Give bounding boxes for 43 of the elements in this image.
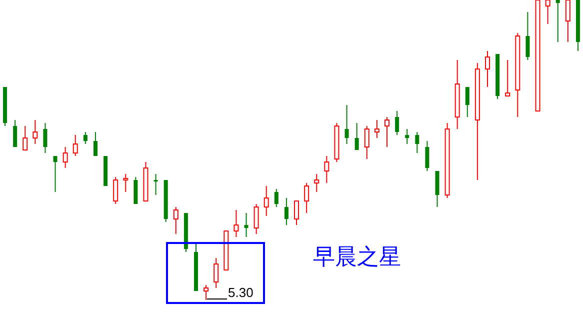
candlestick [244, 212, 248, 238]
candlestick [374, 120, 380, 138]
candlestick [415, 132, 420, 154]
annotation: 5.30 [228, 285, 254, 300]
candlestick [13, 120, 18, 148]
candlestick [556, 0, 560, 42]
candlestick [485, 50, 490, 88]
candlestick [72, 134, 78, 156]
candlestick [62, 146, 68, 168]
candlestick [405, 128, 410, 144]
candlestick [324, 156, 330, 184]
candlestick [204, 284, 209, 300]
candlestick [134, 176, 138, 204]
candlestick [264, 186, 269, 216]
candlestick [123, 174, 128, 192]
candlestick [354, 122, 359, 150]
candlestick [113, 176, 118, 204]
annotation: 早晨之星 [313, 245, 401, 270]
candlestick [364, 126, 370, 160]
candlestick [465, 86, 470, 118]
candlestick [43, 122, 48, 154]
candlestick [284, 198, 288, 226]
candlestick [384, 116, 390, 148]
candlestick [344, 104, 349, 144]
candlestick [154, 174, 158, 196]
candlestick [304, 182, 310, 214]
candlestick [83, 132, 88, 144]
candlestick [173, 206, 178, 234]
candlestick [254, 204, 259, 234]
candlestick [294, 200, 300, 226]
candlestick [53, 156, 58, 192]
candlestick [526, 12, 530, 60]
candlestick [395, 110, 400, 136]
candlestick [32, 120, 38, 144]
candlestick [22, 126, 28, 150]
candlestick [234, 210, 239, 238]
candlestick [214, 258, 219, 288]
candlestick [505, 60, 510, 96]
candlestick [425, 140, 430, 172]
candlestick [314, 174, 320, 192]
candlestick [93, 132, 98, 156]
candlestick [274, 188, 278, 208]
candlestick [435, 170, 440, 208]
